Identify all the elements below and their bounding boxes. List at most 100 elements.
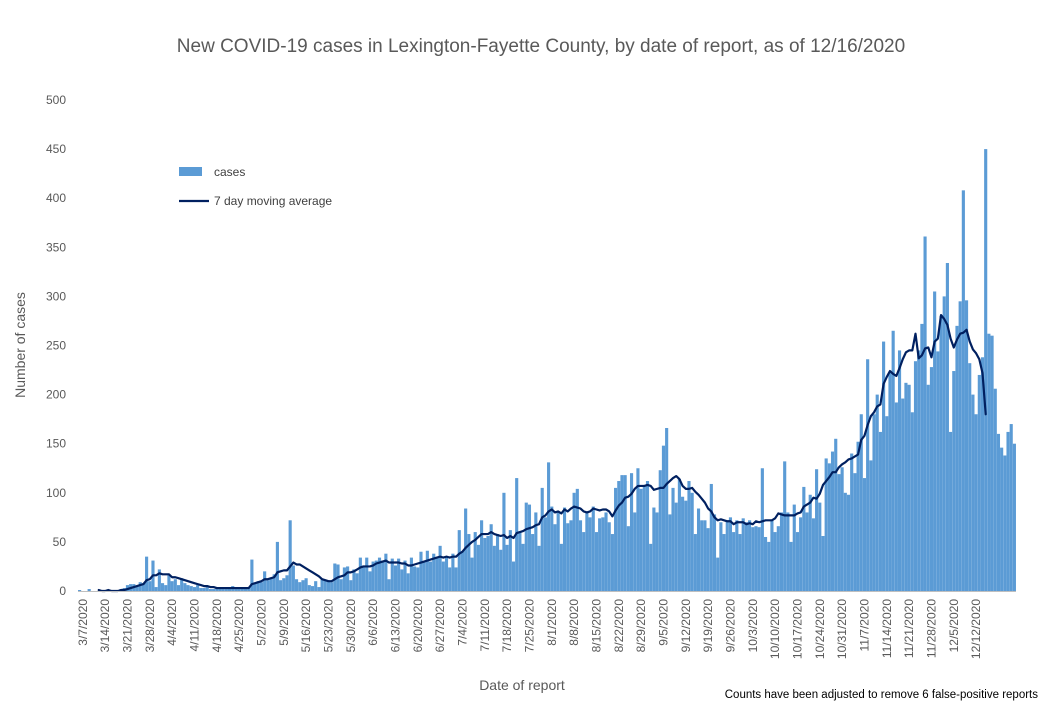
case-bar <box>377 557 382 591</box>
case-bar <box>585 512 589 591</box>
case-bar <box>681 496 685 591</box>
x-tick-label: 12/12/2020 <box>969 599 983 659</box>
case-bar <box>629 473 634 591</box>
case-bar <box>633 512 637 591</box>
case-bar <box>320 579 324 591</box>
case-bar <box>435 557 439 591</box>
case-bar <box>891 330 895 591</box>
y-tick-label: 400 <box>46 191 66 205</box>
case-bar <box>862 478 867 591</box>
case-bar <box>658 470 662 591</box>
case-bar <box>467 534 471 591</box>
x-tick-label: 8/22/2020 <box>612 599 626 653</box>
case-bar <box>716 557 720 591</box>
case-bar <box>652 507 656 591</box>
case-bar <box>521 543 525 591</box>
x-tick-label: 4/25/2020 <box>232 599 246 653</box>
case-bar <box>527 504 532 591</box>
case-bar <box>534 512 538 591</box>
case-bar <box>763 536 768 591</box>
case-bar <box>610 534 614 591</box>
case-bar <box>700 520 704 591</box>
x-tick-label: 7/25/2020 <box>522 599 536 653</box>
case-bar <box>751 527 755 591</box>
case-bar <box>374 560 378 591</box>
case-bar <box>933 291 937 591</box>
case-bar <box>448 567 452 591</box>
x-tick-label: 8/29/2020 <box>634 599 648 653</box>
case-bar <box>543 517 547 591</box>
case-bar <box>779 512 784 591</box>
x-tick-label: 4/18/2020 <box>210 599 224 653</box>
case-bar <box>352 569 356 591</box>
case-bar <box>977 374 981 591</box>
case-bar <box>578 520 583 591</box>
case-bar <box>888 373 892 591</box>
case-bar <box>604 512 608 591</box>
y-tick-label: 50 <box>53 535 67 549</box>
case-bar <box>247 588 251 591</box>
x-tick-label: 9/12/2020 <box>679 599 693 653</box>
x-tick-label: 11/14/2020 <box>880 599 894 658</box>
case-bar <box>853 473 857 591</box>
case-bar <box>907 384 911 591</box>
case-bar <box>492 545 496 591</box>
case-bar <box>1009 424 1013 591</box>
case-bar <box>559 543 563 591</box>
x-tick-label: 8/15/2020 <box>589 599 603 653</box>
case-bar <box>317 587 321 591</box>
case-bar <box>594 532 599 591</box>
legend-swatch-cases <box>179 167 202 176</box>
case-bar <box>547 462 551 591</box>
y-tick-label: 250 <box>46 339 66 353</box>
case-bar <box>990 335 994 591</box>
x-tick-label: 4/4/2020 <box>165 599 179 646</box>
case-bar <box>416 567 420 591</box>
case-bar <box>696 508 701 591</box>
case-bar <box>355 573 359 591</box>
case-bar <box>910 412 914 591</box>
case-bar <box>78 590 82 591</box>
case-bar <box>457 530 461 591</box>
case-bar <box>138 582 142 591</box>
case-bar <box>821 536 825 591</box>
case-bar <box>875 394 879 591</box>
case-bar <box>135 586 139 591</box>
case-bar <box>767 541 771 591</box>
case-bar <box>971 394 975 591</box>
case-bar <box>342 567 346 591</box>
case-bar <box>913 361 918 591</box>
case-bar <box>556 512 560 591</box>
case-bar <box>706 528 710 591</box>
case-bar <box>170 581 174 591</box>
case-bar <box>208 589 212 591</box>
x-tick-label: 12/5/2020 <box>947 599 961 653</box>
case-bar <box>958 301 962 591</box>
case-bar <box>757 527 761 591</box>
case-bar <box>279 580 283 591</box>
case-bar <box>866 359 870 591</box>
case-bar <box>1003 455 1007 591</box>
case-bar <box>843 492 847 591</box>
case-bar <box>1000 447 1004 591</box>
case-bar <box>674 502 678 591</box>
case-bar <box>441 561 445 591</box>
case-bar <box>904 382 908 591</box>
case-bar <box>361 565 366 591</box>
x-tick-label: 9/19/2020 <box>701 599 715 653</box>
case-bar <box>486 536 490 591</box>
case-bar <box>368 571 372 591</box>
case-bar <box>358 557 362 591</box>
case-bar <box>413 566 417 591</box>
x-tick-label: 6/20/2020 <box>411 599 425 653</box>
case-bar <box>601 517 605 591</box>
case-bar <box>224 589 228 591</box>
case-bar <box>939 316 943 591</box>
x-tick-label: 10/3/2020 <box>746 599 760 653</box>
case-bar <box>397 558 401 591</box>
case-bar <box>518 532 522 591</box>
case-bar <box>499 549 503 591</box>
case-bar <box>677 479 681 591</box>
case-bar <box>294 579 299 591</box>
case-bar <box>885 416 889 591</box>
